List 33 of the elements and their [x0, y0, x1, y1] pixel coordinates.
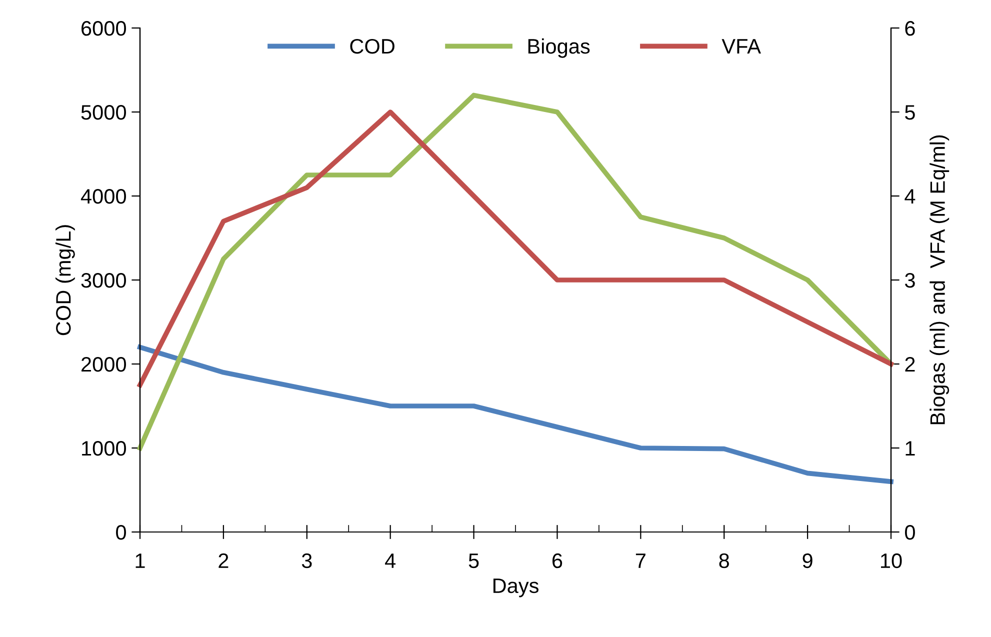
line-series	[138, 344, 894, 484]
y2-tick-label: 0	[905, 525, 915, 540]
x-tick-label: 5	[468, 554, 479, 568]
line-series	[138, 110, 894, 388]
y2-tick-label: 1	[906, 441, 915, 456]
y-tick-label: 5000	[81, 105, 126, 120]
x-tick-label: 1	[136, 554, 145, 568]
y2-axis-title: Biogas (ml) and VFA (M Eq/ml)	[930, 135, 950, 424]
legend-label: Biogas	[528, 38, 590, 58]
legend-label: COD	[350, 38, 394, 54]
y-tick-label: 6000	[82, 21, 126, 36]
x-tick-label: 4	[385, 554, 396, 568]
x-tick-label: 2	[218, 553, 228, 568]
y-tick-label: 3000	[81, 273, 126, 288]
y2-tick-label: 6	[905, 21, 915, 36]
y2-tick-label: 3	[904, 273, 915, 288]
y-axis-title: COD (mg/L)	[55, 225, 75, 336]
x-tick-label: 3	[302, 553, 312, 568]
x-axis-title: Days	[493, 578, 538, 598]
y-tick-label: 1000	[82, 441, 126, 456]
y-tick-label: 4000	[80, 189, 126, 204]
y-tick-label: 0	[116, 525, 126, 540]
x-tick-label: 10	[881, 553, 902, 568]
y2-tick-label: 5	[905, 105, 915, 120]
x-tick-label: 6	[552, 553, 562, 568]
x-tick-label: 8	[719, 553, 729, 568]
y2-tick-label: 2	[905, 357, 915, 372]
line-series	[138, 92, 894, 450]
y-tick-label: 2000	[82, 357, 126, 372]
x-tick-label: 9	[802, 553, 812, 568]
y2-tick-label: 4	[904, 189, 916, 204]
legend-label: VFA	[722, 39, 761, 54]
x-tick-label: 7	[636, 554, 646, 568]
